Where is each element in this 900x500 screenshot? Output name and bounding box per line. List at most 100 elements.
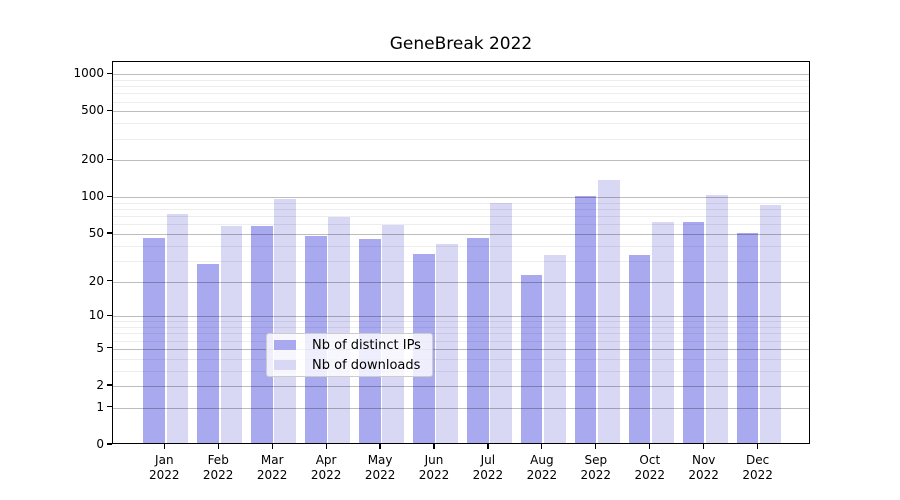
- y-tick-mark-2: [107, 384, 112, 386]
- x-tick-year-jan: 2022: [149, 467, 180, 482]
- x-tick-label-mar: Mar 2022: [240, 453, 304, 482]
- x-tick-label-apr: Apr 2022: [294, 453, 358, 482]
- minor-gridline-40: [113, 245, 809, 247]
- y-tick-mark-100: [107, 195, 112, 197]
- minor-gridline-60: [113, 224, 809, 226]
- major-gridline-1000: [113, 74, 809, 76]
- minor-gridline-4: [113, 358, 809, 360]
- bar-distinct-ips-mar: [251, 226, 273, 443]
- x-tick-month-nov: Nov: [691, 453, 716, 467]
- x-tick-month-dec: Dec: [745, 453, 770, 467]
- x-tick-month-jun: Jun: [424, 453, 444, 467]
- x-tick-month-feb: Feb: [207, 453, 229, 467]
- x-tick-month-jul: Jul: [480, 453, 496, 467]
- y-tick-mark-200: [107, 158, 112, 160]
- y-tick-mark-500: [107, 109, 112, 111]
- y-tick-label-5: 5: [96, 340, 104, 355]
- minor-gridline-400: [113, 123, 809, 125]
- minor-gridline-80: [113, 209, 809, 211]
- x-tick-label-nov: Nov 2022: [672, 453, 736, 482]
- major-gridline-10: [113, 316, 809, 318]
- x-tick-label-jul: Jul 2022: [456, 453, 520, 482]
- y-tick-mark-0: [107, 443, 112, 445]
- bar-downloads-aug: [544, 255, 566, 443]
- y-tick-mark-50: [107, 232, 112, 234]
- x-tick-mark-jul: [487, 444, 489, 449]
- x-tick-label-jan: Jan 2022: [132, 453, 196, 482]
- x-tick-label-may: May 2022: [348, 453, 412, 482]
- y-tick-label-2: 2: [96, 378, 104, 392]
- bar-distinct-ips-jan: [143, 237, 165, 443]
- y-tick-label-0: 0: [96, 437, 104, 451]
- y-tick-label-100: 100: [81, 189, 104, 204]
- bar-downloads-dec: [759, 204, 782, 443]
- bar-distinct-ips-oct: [628, 255, 651, 443]
- bar-downloads-jun: [436, 243, 458, 443]
- x-tick-mark-jun: [433, 444, 435, 449]
- major-gridline-2: [113, 386, 809, 387]
- x-tick-year-mar: 2022: [256, 467, 288, 482]
- x-tick-mark-feb: [217, 444, 219, 449]
- x-tick-month-aug: Aug: [530, 453, 554, 467]
- x-tick-month-oct: Oct: [639, 453, 661, 467]
- x-tick-year-apr: 2022: [310, 467, 342, 482]
- x-tick-mark-sep: [595, 444, 597, 449]
- bar-distinct-ips-feb: [197, 264, 219, 443]
- legend-label-downloads: Nb of downloads: [312, 357, 421, 373]
- x-tick-year-dec: 2022: [742, 467, 773, 482]
- bar-downloads-feb: [220, 226, 243, 443]
- x-tick-mark-apr: [325, 444, 327, 449]
- plot-area: [112, 61, 810, 444]
- minor-gridline-6: [113, 340, 809, 342]
- minor-gridline-90: [113, 202, 809, 204]
- x-tick-month-apr: Apr: [315, 453, 337, 467]
- legend-swatch-distinct-ips: [274, 340, 296, 350]
- x-tick-mark-mar: [271, 444, 273, 449]
- minor-gridline-300: [113, 138, 809, 140]
- y-tick-label-1000: 1000: [73, 66, 104, 81]
- bar-downloads-apr: [328, 217, 350, 443]
- bar-downloads-sep: [598, 180, 620, 443]
- bar-distinct-ips-aug: [520, 274, 543, 443]
- y-tick-label-20: 20: [88, 273, 104, 288]
- y-tick-label-50: 50: [88, 226, 104, 240]
- minor-gridline-8: [113, 327, 809, 329]
- major-gridline-1: [113, 407, 809, 409]
- major-gridline-50: [113, 234, 809, 235]
- minor-gridline-30: [113, 260, 809, 262]
- major-gridline-500: [113, 111, 809, 113]
- x-tick-mark-aug: [541, 444, 543, 449]
- y-tick-mark-5: [107, 347, 112, 349]
- bar-downloads-nov: [706, 195, 728, 443]
- y-tick-label-500: 500: [81, 103, 104, 118]
- x-tick-year-aug: 2022: [526, 467, 558, 482]
- y-tick-mark-20: [107, 280, 112, 282]
- major-gridline-200: [113, 160, 809, 162]
- x-tick-label-sep: Sep 2022: [564, 453, 628, 482]
- y-tick-mark-1000: [107, 72, 112, 74]
- legend-item-downloads: Nb of downloads: [274, 355, 426, 375]
- x-tick-label-jun: Jun 2022: [402, 453, 466, 482]
- bar-distinct-ips-sep: [574, 196, 597, 443]
- x-tick-month-mar: Mar: [260, 453, 284, 467]
- bar-downloads-mar: [274, 199, 296, 443]
- x-tick-month-jan: Jan: [155, 453, 174, 467]
- minor-gridline-800: [113, 86, 809, 88]
- legend-label-distinct-ips: Nb of distinct IPs: [312, 337, 421, 353]
- y-tick-label-200: 200: [81, 152, 104, 167]
- y-tick-mark-1: [107, 406, 112, 408]
- minor-gridline-9: [113, 321, 809, 323]
- x-tick-label-dec: Dec 2022: [726, 453, 790, 482]
- x-tick-year-sep: 2022: [580, 467, 612, 482]
- legend-swatch-downloads: [274, 360, 296, 370]
- x-tick-mark-dec: [757, 444, 759, 449]
- bar-downloads-oct: [652, 221, 674, 443]
- bar-distinct-ips-nov: [682, 222, 705, 443]
- x-tick-label-aug: Aug 2022: [510, 453, 574, 482]
- x-tick-label-oct: Oct 2022: [618, 453, 682, 482]
- x-tick-year-jul: 2022: [472, 467, 504, 482]
- bar-distinct-ips-dec: [736, 233, 759, 443]
- x-tick-month-sep: Sep: [584, 453, 608, 467]
- minor-gridline-3: [113, 370, 809, 372]
- major-gridline-20: [113, 281, 809, 283]
